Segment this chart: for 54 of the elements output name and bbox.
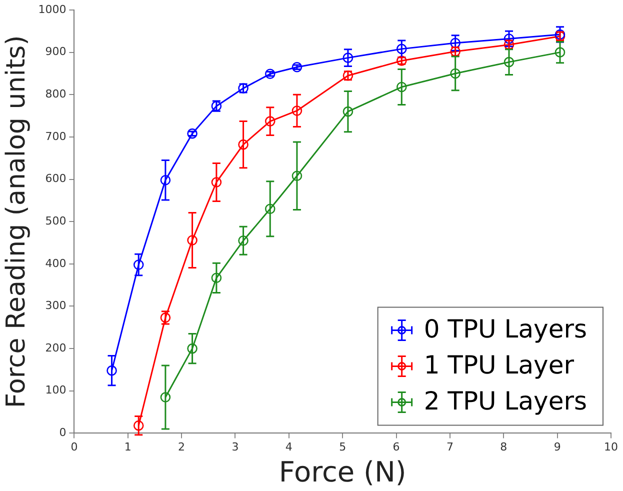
point <box>504 56 514 68</box>
x-tick-label: 1 <box>124 440 132 454</box>
y-tick-label: 0 <box>59 426 66 440</box>
x-axis-title: Force (N) <box>278 455 406 488</box>
x-tick-label: 7 <box>446 440 454 454</box>
point <box>342 106 354 117</box>
y-tick-label: 700 <box>45 130 66 143</box>
point <box>160 174 171 186</box>
point <box>450 68 460 79</box>
legend-label: 2 TPU Layers <box>424 386 587 416</box>
point <box>211 272 222 284</box>
x-tick-label: 2 <box>178 440 186 454</box>
x-tick-label: 4 <box>285 440 292 454</box>
y-tick-label: 100 <box>45 384 66 397</box>
point <box>160 392 171 402</box>
point <box>264 204 276 214</box>
x-tick-label: 5 <box>339 440 346 454</box>
point <box>396 44 407 54</box>
x-tick-label: 10 <box>604 440 618 454</box>
point <box>238 235 248 246</box>
x-tick-label: 9 <box>554 440 561 454</box>
point <box>133 420 144 431</box>
point <box>342 52 354 63</box>
point <box>450 38 460 48</box>
y-tick-label: 300 <box>45 299 66 312</box>
point <box>264 116 276 126</box>
point <box>264 68 276 80</box>
point <box>187 128 198 139</box>
point <box>504 34 514 44</box>
x-tick-label: 0 <box>70 440 78 454</box>
x-tick-label: 3 <box>232 440 239 454</box>
y-tick-label: 500 <box>45 214 66 228</box>
point <box>187 235 198 246</box>
point <box>133 260 144 270</box>
y-tick-label: 1000 <box>38 2 66 16</box>
point <box>238 139 248 150</box>
y-tick-label: 200 <box>45 341 66 354</box>
point <box>554 47 566 58</box>
point <box>106 365 117 376</box>
point <box>292 106 302 116</box>
point <box>396 82 407 92</box>
x-tick-label: 6 <box>392 440 400 454</box>
point <box>292 62 302 72</box>
point <box>187 343 198 354</box>
legend-label: 1 TPU Layer <box>424 350 575 380</box>
y-tick-label: 900 <box>45 45 66 58</box>
y-axis-title: Force Reading (analog units) <box>1 35 32 408</box>
point <box>211 177 222 188</box>
legend-label: 0 TPU Layers <box>424 314 587 344</box>
y-tick-label: 600 <box>45 172 66 186</box>
x-tick-label: 8 <box>500 440 508 454</box>
y-tick-label: 400 <box>45 256 66 270</box>
y-tick-label: 800 <box>45 88 66 100</box>
point <box>292 170 302 182</box>
